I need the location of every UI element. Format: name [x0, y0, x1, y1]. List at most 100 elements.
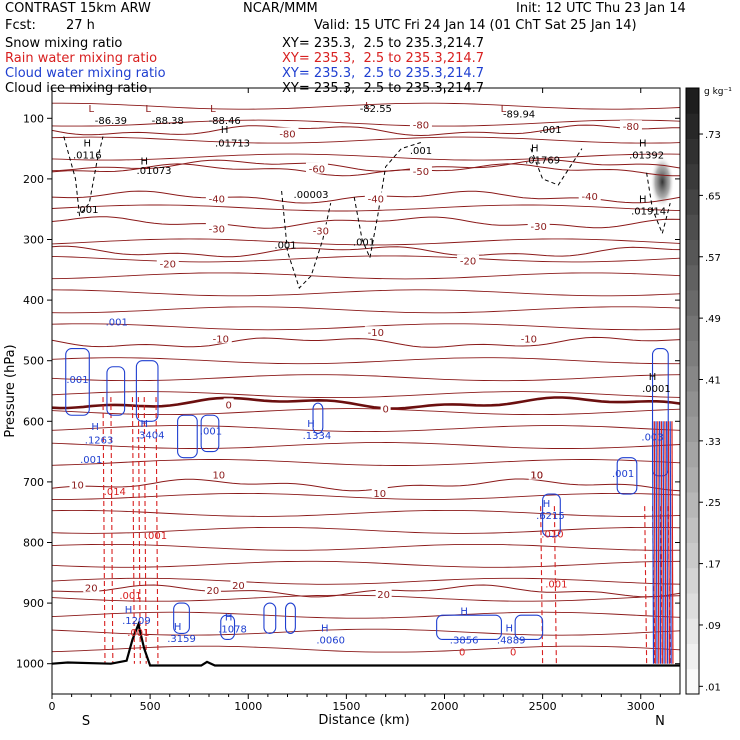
contour-annotation: .01769 — [525, 156, 560, 167]
isotherm-label-bg — [204, 583, 221, 595]
snow-contour — [281, 190, 332, 289]
isotherm-line — [52, 119, 680, 127]
colorbar-label: .01 — [705, 682, 721, 693]
isotherm-label-bg — [578, 189, 601, 201]
colorbar-swatch — [686, 643, 699, 670]
contour-annotation: .0060 — [316, 635, 345, 646]
cloud-ice-shading — [650, 155, 675, 208]
colorbar-swatch — [686, 163, 699, 190]
y-tick-label: 100 — [23, 112, 44, 125]
colorbar-swatch — [686, 567, 699, 594]
colorbar-swatch — [686, 264, 699, 291]
isotherm-line — [52, 163, 680, 177]
y-tick-label: 900 — [23, 597, 44, 610]
contour-annotation: .6215 — [536, 511, 565, 522]
isotherm-label-bg — [457, 254, 480, 266]
contour-annotation: L — [365, 101, 371, 112]
isotherm-label: -10 — [368, 328, 384, 339]
contour-annotation: .1334 — [303, 431, 332, 442]
edge-contour — [664, 421, 667, 664]
isotherm-line — [52, 204, 680, 212]
edge-contour — [669, 421, 672, 664]
fcst-value: 27 h — [66, 18, 95, 33]
colorbar-label: .49 — [705, 314, 721, 325]
x-tick-label: 0 — [49, 700, 56, 713]
x-axis-label: Distance (km) — [318, 713, 409, 728]
contour-annotation: H — [221, 125, 229, 136]
isotherm-label: 10 — [71, 480, 84, 491]
colorbar-swatch — [686, 214, 699, 240]
isotherm-line — [52, 478, 680, 492]
isotherm-line — [52, 645, 680, 653]
colorbar-swatch — [686, 517, 699, 543]
colorbar-swatch — [686, 391, 699, 417]
cloud-water-contour — [514, 614, 544, 641]
valid-time: Valid: 15 UTC Fri 24 Jan 14 (01 ChT Sat … — [314, 18, 637, 33]
isotherm-label: -80 — [413, 120, 429, 131]
edge-contour — [651, 421, 655, 664]
contour-annotation: H — [505, 623, 513, 634]
isotherm-line — [52, 102, 680, 110]
contour-annotation: .001 — [353, 237, 375, 248]
x-tick-label: 2000 — [431, 700, 459, 713]
isotherm-label-bg — [276, 127, 299, 139]
colorbar-swatch — [686, 239, 699, 266]
isotherm-label-bg — [69, 478, 86, 490]
contour-annotation: .010 — [541, 529, 563, 540]
contour-annotation: .001 — [410, 146, 432, 157]
isotherm-label: -10 — [213, 334, 229, 345]
cloud-water-contour — [173, 602, 190, 634]
x-tick-label: 500 — [140, 700, 161, 713]
isotherm-line — [52, 425, 680, 433]
isotherm-label: -40 — [582, 192, 598, 203]
rain-contour — [553, 506, 557, 664]
isotherm-line — [52, 272, 680, 280]
isotherm-label-bg — [309, 224, 332, 236]
contour-annotation: .001 — [200, 426, 222, 437]
colorbar-swatch — [686, 416, 699, 442]
contour-annotation: 0 — [459, 648, 465, 659]
contour-annotation: L — [210, 104, 216, 115]
isotherm-line — [52, 459, 680, 466]
isotherm-line — [52, 153, 680, 161]
isotherm-line — [52, 492, 680, 500]
isotherm-line — [52, 396, 680, 410]
isotherm-label-bg — [380, 402, 391, 414]
model-title: CONTRAST 15km ARW — [5, 1, 151, 16]
isotherm-label-bg — [83, 581, 100, 593]
colorbar-swatch — [686, 290, 699, 316]
contour-annotation: .001 — [80, 455, 102, 466]
field-rain-xy: XY= 235.3, 2.5 to 235.3,214.7 — [282, 51, 485, 66]
isotherm-label-bg — [409, 118, 432, 130]
cloud-water-contour — [65, 348, 90, 416]
contour-annotation: .001 — [76, 205, 98, 216]
isotherm-label: -30 — [209, 225, 225, 236]
fcst-label: Fcst: — [5, 18, 36, 33]
contour-annotation: .001 — [145, 531, 167, 542]
isotherm-label: -40 — [209, 194, 225, 205]
contour-annotation: .001 — [127, 628, 149, 639]
contour-annotation: H — [639, 194, 647, 205]
isotherm-label: -50 — [413, 167, 429, 178]
isotherm-line — [52, 190, 680, 204]
colorbar-frame — [685, 87, 700, 695]
isotherm-line — [52, 584, 680, 598]
edge-contour — [666, 421, 669, 664]
colorbar-label: .57 — [705, 253, 721, 264]
contour-annotation: H — [460, 606, 468, 617]
isotherm-label: -20 — [160, 260, 176, 271]
colorbar-swatch — [686, 492, 699, 518]
edge-contour — [655, 421, 658, 664]
y-tick-label: 600 — [23, 415, 44, 428]
isotherm-label-bg — [619, 120, 642, 132]
contour-annotation: .01914 — [631, 206, 666, 217]
isotherm-label-bg — [364, 192, 387, 204]
isotherm-label-bg — [205, 222, 228, 234]
isotherm-label: 10 — [373, 489, 386, 500]
isotherm-label: -20 — [460, 257, 476, 268]
isotherm-line — [52, 391, 680, 399]
x-tick-label: 2500 — [529, 700, 557, 713]
colorbar-swatch — [686, 189, 699, 215]
isotherm-label: -80 — [279, 129, 295, 140]
contour-annotation: .3856 — [450, 635, 479, 646]
